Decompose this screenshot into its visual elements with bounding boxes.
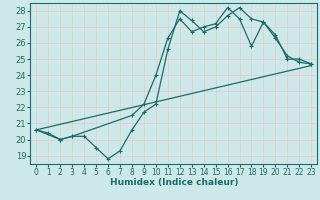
- X-axis label: Humidex (Indice chaleur): Humidex (Indice chaleur): [109, 178, 238, 187]
